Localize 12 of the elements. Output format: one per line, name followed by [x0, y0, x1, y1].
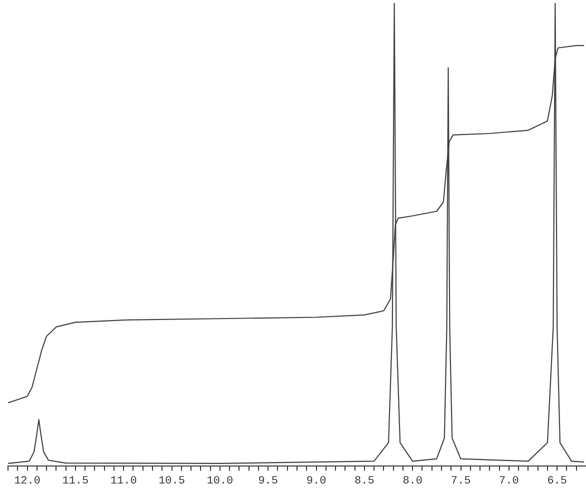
x-tick-label: 7.5	[450, 475, 471, 488]
x-tick-label: 9.5	[258, 475, 278, 488]
x-tick-label: 10.0	[206, 475, 234, 488]
x-tick-label: 11.5	[62, 475, 89, 488]
x-tick-label: 10.5	[158, 475, 185, 488]
x-tick-label: 12.0	[14, 475, 40, 488]
x-tick-label: 7.0	[499, 475, 519, 488]
x-tick-label: 8.0	[402, 475, 423, 488]
x-tick-label: 6.5	[547, 475, 568, 488]
x-tick-label: 8.5	[354, 475, 374, 488]
x-tick-label: 11.0	[110, 475, 137, 488]
x-tick-label: 9.0	[306, 475, 326, 488]
